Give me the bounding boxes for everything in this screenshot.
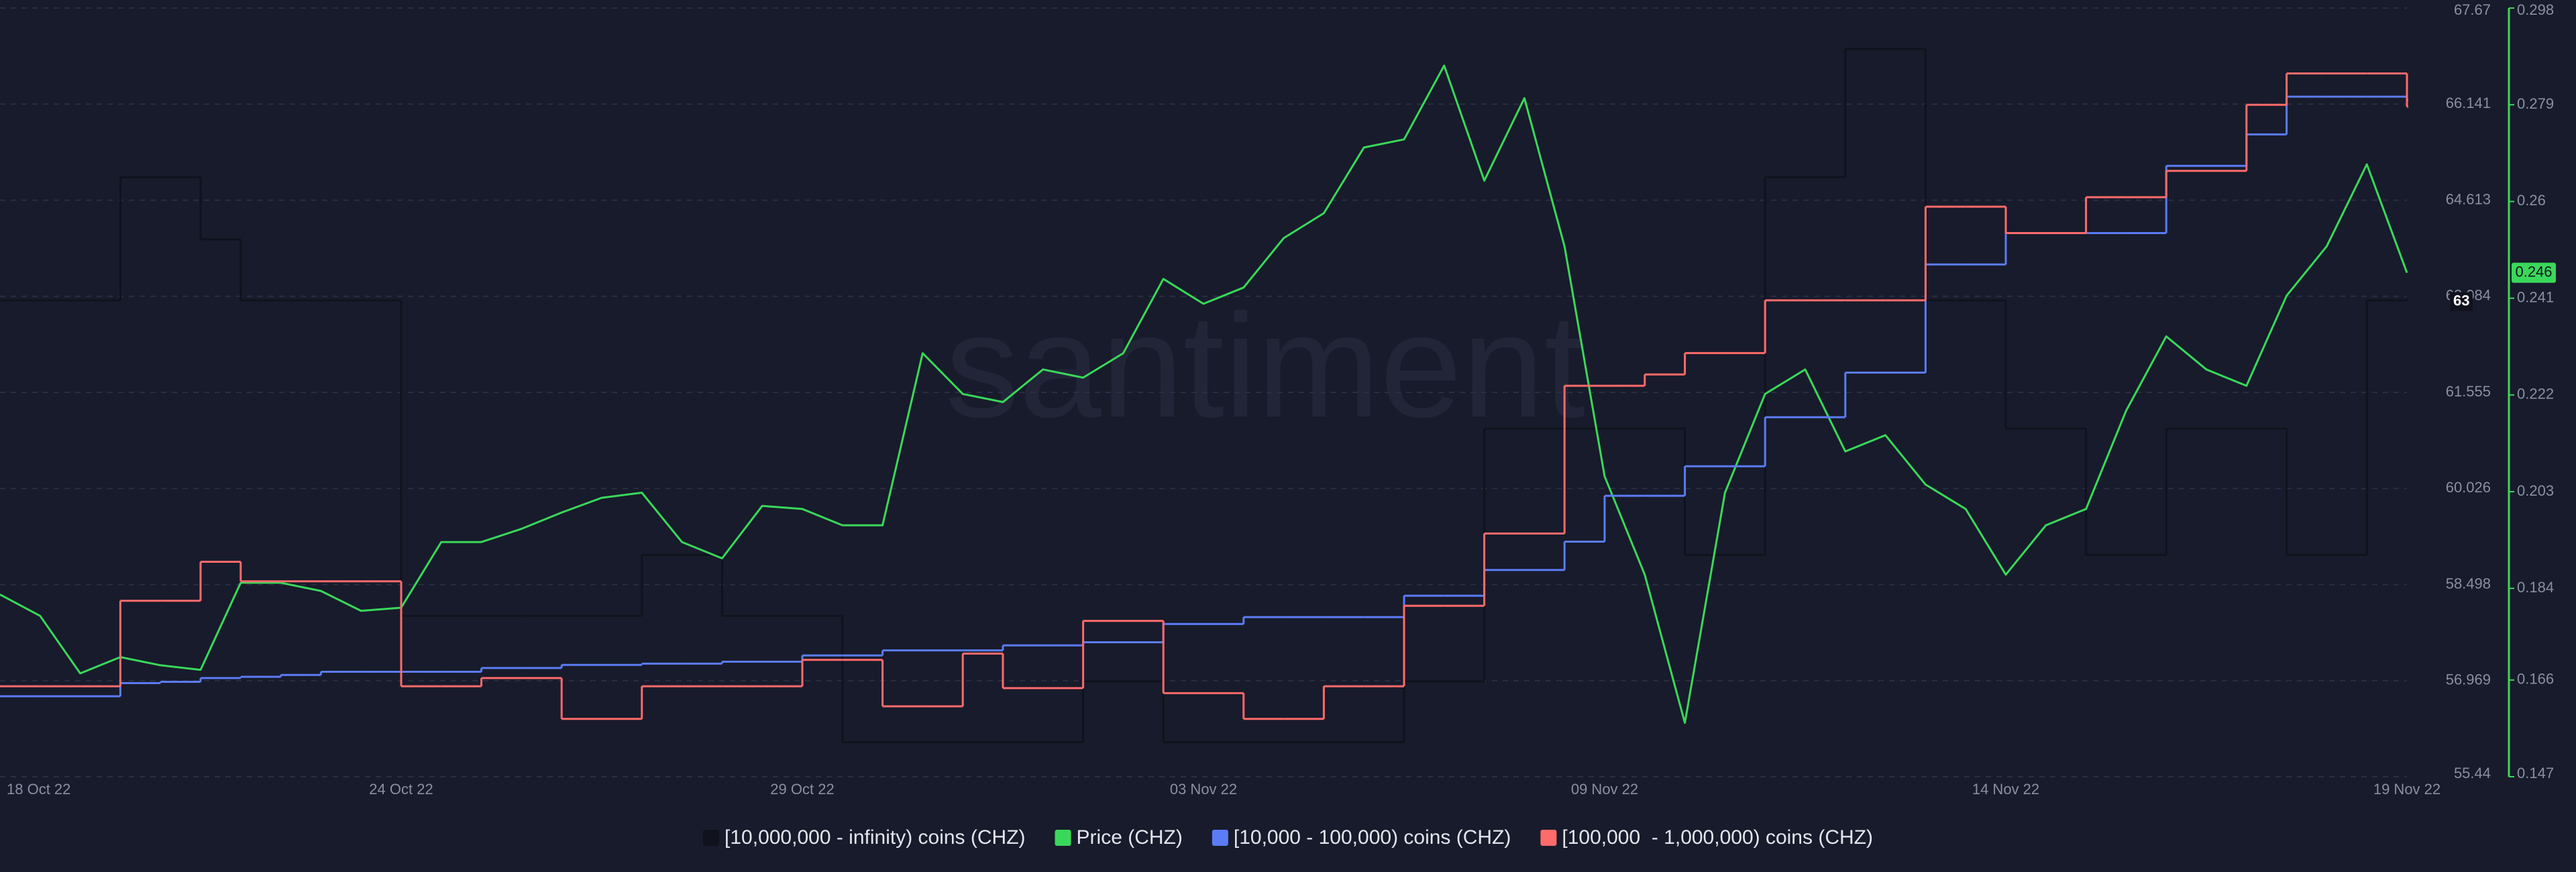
step-series	[0, 48, 2408, 743]
y-tick-label: 64.613	[2446, 190, 2491, 207]
watermark: santiment	[945, 283, 1585, 448]
legend-label: [10,000 - 100,000) coins (CHZ)	[1234, 826, 1511, 849]
legend-swatch	[1540, 830, 1557, 846]
y-tick-label: 56.969	[2446, 671, 2491, 688]
y2-tick-label: 0.203	[2517, 482, 2554, 499]
y-marker: 63	[2453, 292, 2469, 309]
y-tick-label: 66.141	[2446, 95, 2491, 111]
y2-tick-label: 0.241	[2517, 288, 2554, 305]
x-tick-label: 18 Oct 22	[7, 781, 70, 798]
legend-swatch	[1055, 830, 1071, 846]
step-series	[0, 95, 2408, 698]
y-tick-label: 58.498	[2446, 575, 2491, 592]
y2-tick-label: 0.147	[2517, 765, 2554, 781]
legend-label: Price (CHZ)	[1077, 826, 1183, 849]
y2-tick-label: 0.298	[2517, 1, 2554, 18]
legend-swatch	[1212, 830, 1228, 846]
legend-label: [10,000,000 - infinity) coins (CHZ)	[724, 826, 1026, 849]
y2-tick-label: 0.26	[2517, 192, 2546, 209]
y-tick-label: 61.555	[2446, 383, 2491, 400]
x-tick-label: 09 Nov 22	[1571, 781, 1638, 798]
x-tick-label: 24 Oct 22	[369, 781, 433, 798]
step-series	[0, 72, 2408, 720]
x-tick-label: 03 Nov 22	[1170, 781, 1237, 798]
y2-marker: 0.246	[2515, 263, 2552, 280]
y2-tick-label: 0.184	[2517, 579, 2554, 596]
y2-tick-label: 0.279	[2517, 95, 2554, 112]
x-tick-label: 29 Oct 22	[770, 781, 834, 798]
legend-label: [100,000 - 1,000,000) coins (CHZ)	[1562, 826, 1873, 849]
y-tick-label: 60.026	[2446, 479, 2491, 496]
y2-marker-badge	[2512, 262, 2556, 283]
x-tick-label: 19 Nov 22	[2373, 781, 2440, 798]
y2-tick-label: 0.166	[2517, 671, 2554, 688]
y-tick-label: 55.44	[2454, 765, 2491, 781]
y-marker-box	[2450, 292, 2473, 311]
legend: [10,000,000 - infinity) coins (CHZ) Price…	[703, 826, 1873, 849]
legend-swatch	[703, 830, 720, 846]
x-tick-label: 14 Nov 22	[1972, 781, 2039, 798]
y2-tick-label: 0.222	[2517, 386, 2554, 402]
y-tick-label: 67.67	[2454, 1, 2491, 18]
